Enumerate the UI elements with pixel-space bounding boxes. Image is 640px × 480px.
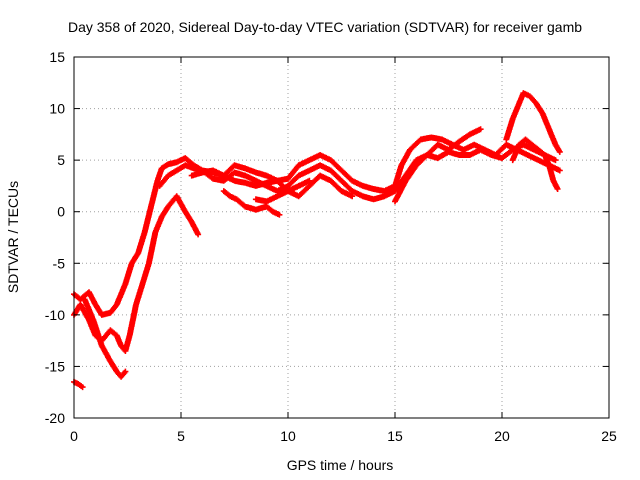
- y-tick-label: -15: [45, 358, 65, 374]
- y-tick-label: -5: [53, 255, 66, 271]
- plus-markers: [188, 167, 356, 200]
- y-axis-label: SDTVAR / TECUs: [5, 181, 21, 293]
- plus-markers: [71, 134, 563, 318]
- data-points: [71, 90, 563, 391]
- plus-markers: [252, 177, 313, 205]
- plus-markers: [71, 193, 202, 354]
- series-track-6: [188, 167, 356, 200]
- y-tick-label: 0: [57, 204, 65, 220]
- series-track-10: [503, 90, 563, 155]
- series-track-4: [71, 378, 86, 391]
- axis-ticks: 0 5 10 15 20 25 -20 -15 -10 -5 0 5 10 15: [45, 49, 617, 444]
- plus-markers: [220, 188, 283, 218]
- chart-title: Day 358 of 2020, Sidereal Day-to-day VTE…: [68, 19, 582, 35]
- series-track-2: [71, 193, 202, 354]
- plot-frame: [73, 56, 610, 419]
- series-track-11: [509, 136, 561, 192]
- y-tick-label: -20: [45, 410, 65, 426]
- plus-markers: [71, 378, 86, 391]
- y-tick-label: -10: [45, 307, 65, 323]
- x-tick-label: 10: [280, 428, 296, 444]
- y-tick-label: 10: [49, 101, 65, 117]
- x-tick-label: 25: [601, 428, 617, 444]
- x-tick-label: 5: [177, 428, 185, 444]
- x-tick-label: 20: [494, 428, 510, 444]
- plus-markers: [81, 296, 129, 380]
- series-track-3: [81, 296, 129, 380]
- x-tick-label: 0: [70, 428, 78, 444]
- y-tick-label: 15: [49, 49, 65, 65]
- series-track-8: [252, 177, 313, 205]
- plus-markers: [503, 90, 563, 155]
- grid-lines: [74, 57, 609, 418]
- x-tick-label: 15: [387, 428, 403, 444]
- series-track-1: [71, 134, 563, 318]
- y-tick-label: 5: [57, 152, 65, 168]
- series-track-7: [220, 188, 283, 218]
- plus-markers: [509, 136, 561, 192]
- x-axis-label: GPS time / hours: [287, 457, 394, 473]
- series-track-9: [392, 126, 484, 205]
- plus-markers: [392, 126, 484, 205]
